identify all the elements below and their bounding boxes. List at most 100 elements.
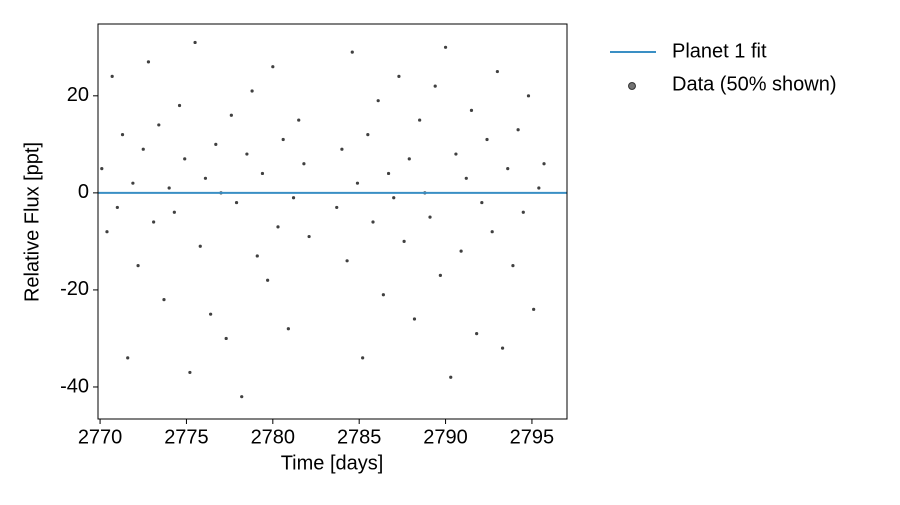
- data-point: [271, 65, 275, 69]
- x-tick-label: 2785: [337, 426, 382, 448]
- data-point: [100, 167, 104, 171]
- data-point: [131, 181, 135, 185]
- data-point: [407, 157, 411, 161]
- data-point: [188, 370, 192, 375]
- data-point: [214, 142, 218, 146]
- data-point: [250, 89, 254, 93]
- data-point: [146, 60, 151, 64]
- data-point: [511, 264, 515, 268]
- data-point: [428, 215, 432, 219]
- data-point: [381, 293, 385, 297]
- data-point: [475, 331, 479, 336]
- data-point: [120, 133, 125, 137]
- data-point: [542, 162, 546, 166]
- data-point: [438, 273, 442, 277]
- data-point: [203, 176, 208, 180]
- plot-area: [98, 40, 582, 399]
- data-point: [141, 147, 145, 151]
- data-point: [469, 108, 474, 112]
- data-point: [376, 99, 380, 103]
- legend-label: Planet 1 fit: [672, 40, 767, 62]
- plot-frame: [97, 23, 568, 420]
- data-point: [209, 312, 213, 316]
- y-tick-label: 20: [67, 84, 89, 106]
- data-point: [281, 137, 285, 142]
- data-point: [485, 137, 489, 142]
- data-point: [495, 69, 499, 74]
- data-point: [110, 74, 114, 79]
- data-point: [449, 375, 453, 379]
- data-point: [245, 152, 249, 156]
- data-point: [183, 157, 187, 161]
- y-tick-label: -40: [60, 375, 89, 397]
- data-point: [521, 210, 525, 214]
- data-point: [136, 264, 140, 268]
- x-tick-label: 2795: [510, 426, 555, 448]
- data-point: [526, 94, 531, 98]
- x-tick-label: 2775: [164, 426, 209, 448]
- data-point: [291, 196, 296, 200]
- data-point: [229, 113, 233, 117]
- data-point: [402, 239, 406, 243]
- data-point: [152, 220, 156, 224]
- data-point: [172, 210, 176, 214]
- data-point: [574, 235, 577, 238]
- data-point: [579, 172, 582, 175]
- data-point: [537, 186, 541, 190]
- data-point: [224, 336, 228, 341]
- data-point: [361, 356, 365, 360]
- data-point: [255, 254, 259, 258]
- x-tick-label: 2770: [78, 426, 123, 448]
- data-point: [454, 152, 458, 156]
- data-point: [335, 205, 339, 210]
- x-tick-label: 2790: [423, 426, 468, 448]
- data-point: [157, 123, 161, 127]
- data-point: [115, 205, 119, 210]
- data-point: [198, 244, 202, 248]
- data-point: [193, 40, 197, 45]
- data-point: [464, 176, 468, 180]
- data-point: [240, 395, 244, 399]
- data-point: [443, 45, 448, 49]
- data-point: [459, 249, 463, 253]
- data-point: [575, 288, 578, 291]
- data-point: [345, 259, 349, 263]
- data-point: [297, 118, 301, 122]
- data-point: [286, 327, 290, 331]
- data-point: [480, 200, 484, 205]
- data-point: [490, 230, 494, 234]
- data-point: [532, 307, 536, 311]
- x-tick-label: 2780: [251, 426, 296, 448]
- data-point: [302, 162, 306, 166]
- data-point: [355, 181, 360, 185]
- data-point: [500, 346, 505, 350]
- y-axis-label: Relative Flux [ppt]: [21, 142, 43, 302]
- y-tick-label: 0: [78, 181, 89, 203]
- data-point: [260, 171, 265, 176]
- data-point: [234, 200, 239, 205]
- x-axis-label: Time [days]: [281, 452, 384, 474]
- legend-swatch: [628, 82, 636, 90]
- data-point: [433, 84, 437, 88]
- data-point: [340, 147, 344, 151]
- legend-label: Data (50% shown): [672, 73, 837, 95]
- data-point: [516, 128, 520, 132]
- data-point: [350, 50, 354, 54]
- data-point: [397, 74, 401, 79]
- data-point: [506, 167, 510, 171]
- data-point: [366, 133, 370, 137]
- data-point: [162, 298, 166, 302]
- data-point: [167, 186, 171, 190]
- data-point: [577, 138, 580, 141]
- data-point: [418, 118, 422, 122]
- data-point: [412, 317, 417, 321]
- data-point: [307, 234, 311, 239]
- data-point: [572, 104, 575, 107]
- data-point: [126, 356, 130, 360]
- data-point: [276, 225, 280, 229]
- data-point: [392, 196, 396, 200]
- y-tick-label: -20: [60, 278, 89, 300]
- data-point: [105, 230, 109, 234]
- data-point: [177, 103, 182, 108]
- data-point: [266, 278, 270, 282]
